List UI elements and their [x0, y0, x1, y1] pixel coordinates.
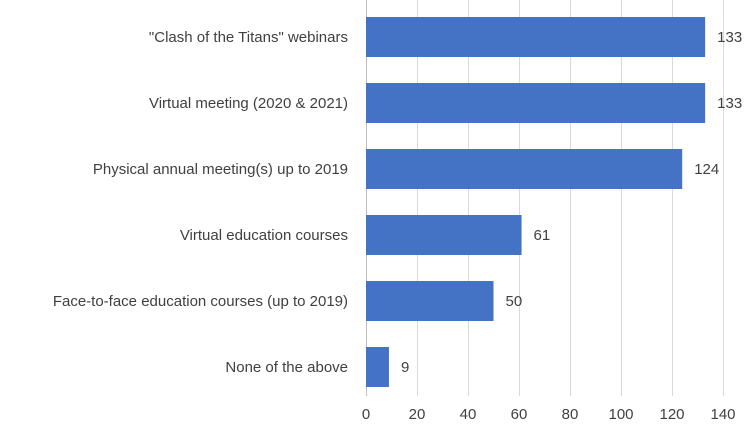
- data-labels: 133 133 124 61 50 9: [401, 29, 742, 376]
- x-tick-label-80: 80: [562, 406, 579, 423]
- x-axis-ticks: 0 20 40 60 80 100 120 140: [362, 406, 736, 423]
- gridlines: [366, 0, 724, 396]
- x-tick-label-0: 0: [362, 406, 370, 423]
- bar-4: [366, 281, 494, 321]
- data-label-1: 133: [717, 95, 742, 112]
- category-label-2: Physical annual meeting(s) up to 2019: [93, 161, 348, 178]
- category-label-0: "Clash of the Titans" webinars: [149, 29, 348, 46]
- bar-3: [366, 215, 522, 255]
- data-label-5: 9: [401, 359, 409, 376]
- category-label-1: Virtual meeting (2020 & 2021): [149, 95, 348, 112]
- x-tick-label-100: 100: [608, 406, 633, 423]
- category-label-3: Virtual education courses: [180, 227, 348, 244]
- data-label-2: 124: [694, 161, 719, 178]
- category-labels: "Clash of the Titans" webinars Virtual me…: [53, 29, 348, 376]
- bar-1: [366, 83, 706, 123]
- x-tick-label-40: 40: [460, 406, 477, 423]
- data-label-0: 133: [717, 29, 742, 46]
- bar-2: [366, 149, 683, 189]
- category-label-4: Face-to-face education courses (up to 20…: [53, 293, 348, 310]
- x-tick-label-120: 120: [659, 406, 684, 423]
- data-label-3: 61: [534, 227, 551, 244]
- category-label-5: None of the above: [225, 359, 348, 376]
- x-tick-label-140: 140: [710, 406, 735, 423]
- bars: [366, 17, 706, 387]
- bar-5: [366, 347, 389, 387]
- data-label-4: 50: [506, 293, 523, 310]
- x-tick-label-60: 60: [511, 406, 528, 423]
- x-tick-label-20: 20: [409, 406, 426, 423]
- bar-0: [366, 17, 706, 57]
